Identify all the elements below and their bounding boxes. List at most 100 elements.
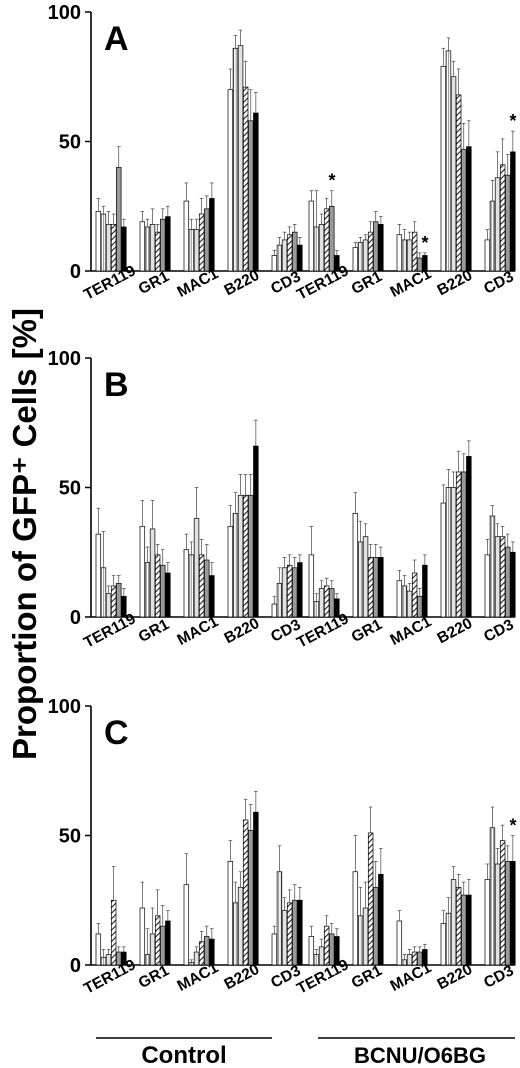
- bar: [313, 954, 320, 966]
- bar: [367, 557, 374, 618]
- bar: [100, 213, 107, 272]
- y-tick-label: 50: [59, 478, 81, 500]
- bar: [253, 811, 259, 966]
- bar: [297, 562, 303, 618]
- y-tick-label: 100: [48, 696, 81, 718]
- bar: [440, 502, 447, 618]
- bar: [227, 89, 234, 272]
- bar: [450, 879, 457, 966]
- y-tick-label: 0: [70, 261, 81, 283]
- bar: [95, 933, 102, 966]
- bar: [396, 920, 403, 966]
- bar: [510, 551, 516, 618]
- bar: [149, 224, 156, 272]
- bar: [281, 239, 288, 272]
- bar: [237, 45, 244, 272]
- bar: [329, 933, 335, 966]
- bar: [144, 954, 151, 966]
- bar: [461, 471, 467, 618]
- bar: [183, 884, 190, 966]
- bar: [198, 941, 205, 966]
- bar: [494, 536, 501, 618]
- bar: [401, 239, 408, 272]
- bar: [308, 200, 315, 272]
- bar: [352, 871, 359, 966]
- y-axis-label: Proportion of GFP⁺ Cells [%]: [6, 308, 43, 760]
- bar: [318, 224, 325, 272]
- bar: [308, 554, 315, 618]
- bar: [271, 603, 278, 618]
- bar: [411, 231, 418, 272]
- bar: [445, 487, 452, 618]
- bar: [484, 554, 491, 618]
- bar: [149, 933, 156, 966]
- bar: [357, 242, 364, 272]
- bar: [232, 902, 239, 966]
- bar: [318, 588, 325, 618]
- bar: [286, 234, 293, 272]
- significance-marker: *: [422, 233, 429, 253]
- bar: [188, 229, 195, 272]
- bar: [329, 588, 335, 618]
- x-tick-label: CD3: [481, 268, 517, 298]
- bar: [105, 224, 112, 272]
- bar: [461, 148, 467, 272]
- bar: [116, 167, 122, 272]
- bar: [297, 899, 303, 966]
- x-tick-label: B220: [435, 615, 476, 647]
- bar: [149, 528, 156, 618]
- bar: [165, 216, 171, 272]
- bar: [209, 198, 215, 272]
- bar: [313, 601, 320, 618]
- y-tick-label: 100: [48, 2, 81, 24]
- bar: [450, 76, 457, 272]
- bar: [165, 572, 171, 618]
- bar: [204, 208, 210, 272]
- bar: [188, 554, 195, 618]
- bar: [160, 564, 166, 618]
- bar: [510, 861, 516, 966]
- bar: [248, 120, 254, 272]
- bar: [144, 562, 151, 618]
- bar: [292, 231, 298, 272]
- bar: [100, 567, 107, 618]
- bar: [110, 585, 117, 618]
- bar: [198, 213, 205, 272]
- bar: [362, 907, 369, 966]
- bar: [193, 951, 200, 966]
- bar: [440, 923, 447, 966]
- bar: [494, 177, 501, 272]
- bar: [450, 487, 457, 618]
- bar: [271, 933, 278, 966]
- bar: [160, 925, 166, 966]
- bar: [445, 50, 452, 272]
- y-tick-label: 50: [59, 132, 81, 154]
- y-tick-label: 50: [59, 826, 81, 848]
- bar: [489, 827, 496, 966]
- bar: [204, 559, 210, 618]
- x-tick-label: CD3: [481, 616, 517, 646]
- bar: [308, 936, 315, 966]
- bar: [160, 218, 166, 272]
- bar: [227, 525, 234, 618]
- bar: [237, 494, 244, 618]
- bar: [281, 567, 288, 618]
- bar: [276, 582, 283, 618]
- bar: [329, 205, 335, 272]
- bar: [510, 151, 516, 272]
- bar: [373, 886, 379, 966]
- bar: [188, 962, 195, 966]
- bar: [253, 445, 259, 618]
- bar: [193, 518, 200, 618]
- bar: [144, 226, 151, 272]
- x-tick-label: GR1: [136, 962, 172, 992]
- bar: [505, 861, 511, 966]
- bar: [422, 564, 428, 618]
- y-tick-label: 0: [70, 607, 81, 629]
- bar: [183, 549, 190, 618]
- bar: [352, 247, 359, 272]
- bar: [357, 915, 364, 966]
- significance-marker: *: [510, 816, 517, 836]
- bar: [455, 94, 462, 272]
